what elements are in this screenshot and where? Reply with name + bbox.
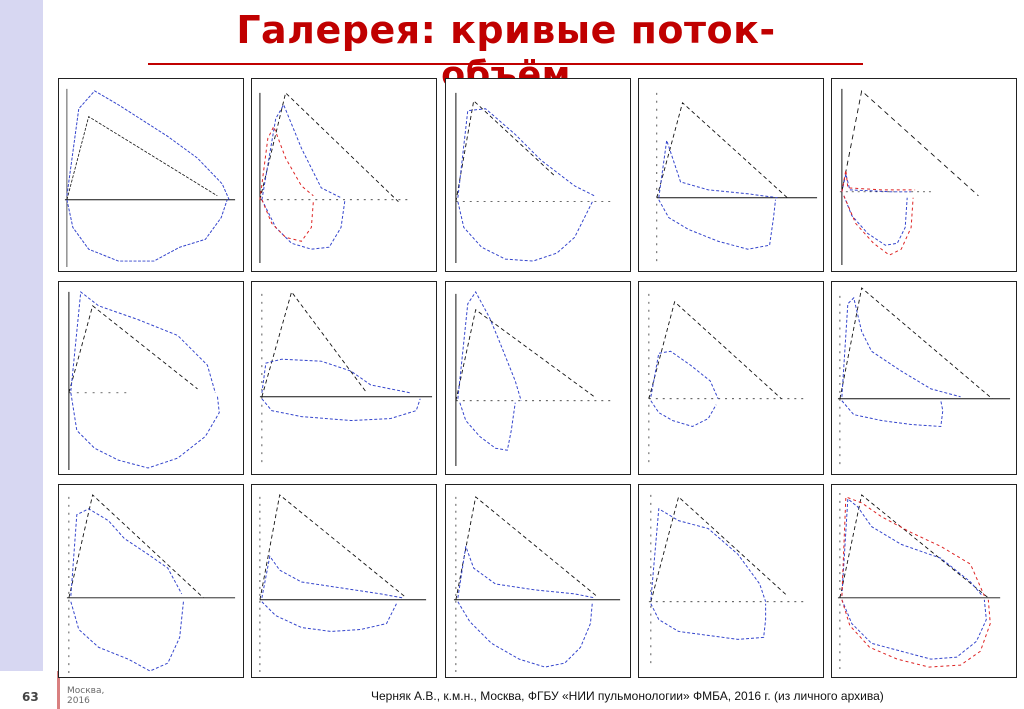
flow-volume-loop [64,88,236,267]
footer-city-year: Москва, 2016 [67,686,104,706]
loop-panel-r2c3 [445,281,631,475]
flow-volume-loop [839,88,979,266]
loop-panel-r2c5 [831,281,1017,475]
slide-title-line1: Галерея: кривые поток- [236,8,776,52]
flow-volume-loop [648,494,806,670]
page-number: 63 [22,690,39,704]
flow-volume-loop [259,290,433,467]
loop-panel-r3c2 [251,484,437,678]
flow-volume-loop [68,290,220,470]
loop-panel-r1c1 [58,78,244,272]
footer-city: Москва, [67,686,105,696]
loop-panel-r1c5 [831,78,1017,272]
flow-volume-loop [455,290,615,467]
footer-year: 2016 [67,696,90,706]
loop-panel-r3c1 [58,484,244,678]
loop-panel-r1c3 [445,78,631,272]
footer-source: Черняк А.В., к.м.н., Москва, ФГБУ «НИИ п… [371,689,884,703]
loop-panel-r1c4 [638,78,824,272]
flow-volume-loop [66,494,236,673]
flow-volume-loop [656,92,818,264]
flow-volume-gallery [58,78,1017,681]
flow-volume-loop [837,287,1011,467]
flow-volume-loop [648,293,804,467]
sidebar-accent [0,0,43,671]
loop-panel-r2c1 [58,281,244,475]
loop-panel-r2c2 [251,281,437,475]
loop-panel-r3c3 [445,484,631,678]
loop-panel-r1c2 [251,78,437,272]
title-underline [148,63,863,65]
flow-volume-loop [453,496,621,673]
loop-panel-r2c4 [638,281,824,475]
flow-volume-loop [455,92,615,264]
flow-volume-loop [259,92,411,264]
flow-volume-loop [837,492,1001,673]
flow-volume-loop [259,494,427,673]
footer-accent-rule [57,671,60,709]
loop-panel-r3c5 [831,484,1017,678]
loop-panel-r3c4 [638,484,824,678]
